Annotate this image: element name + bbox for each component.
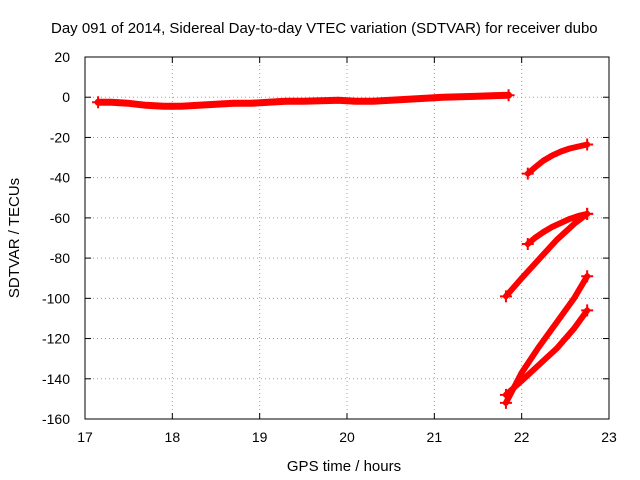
series-1-point <box>92 96 105 109</box>
series-4-point <box>499 290 512 303</box>
y-tick-label: -120 <box>42 331 70 347</box>
y-axis-label: SDTVAR / TECUs <box>6 178 23 298</box>
x-axis-tick-labels: 17 18 19 20 21 22 23 <box>77 429 617 445</box>
chart-title: Day 091 of 2014, Sidereal Day-to-day VTE… <box>51 20 598 37</box>
x-tick-label: 18 <box>165 429 181 445</box>
x-tick-label: 19 <box>252 429 268 445</box>
y-tick-label: -80 <box>50 250 70 266</box>
series-2-point <box>581 138 594 151</box>
y-axis-tick-labels: -160 -140 -120 -100 -80 -60 -40 -20 0 20 <box>42 49 70 427</box>
y-tick-label: 20 <box>54 49 70 65</box>
x-tick-label: 21 <box>427 429 443 445</box>
series-4-line <box>502 210 591 300</box>
series-1-line <box>94 91 513 110</box>
y-tick-label: -20 <box>50 129 70 145</box>
series-3-point <box>521 238 534 251</box>
y-tick-label: -40 <box>50 170 70 186</box>
x-axis-label: GPS time / hours <box>287 458 401 475</box>
x-tick-label: 22 <box>514 429 530 445</box>
data-series <box>92 89 594 409</box>
series-4-point <box>581 207 594 220</box>
series-3-line <box>524 210 591 247</box>
series-2-line <box>524 141 591 177</box>
x-tick-label: 20 <box>339 429 355 445</box>
y-tick-label: -60 <box>50 210 70 226</box>
y-tick-label: -100 <box>42 290 70 306</box>
y-tick-label: -160 <box>42 411 70 427</box>
y-tick-label: -140 <box>42 371 70 387</box>
x-tick-label: 17 <box>77 429 93 445</box>
axis-ticks <box>84 56 610 420</box>
series-1-point <box>502 89 515 102</box>
x-tick-label: 23 <box>601 429 617 445</box>
series-6-line <box>502 273 591 406</box>
series-6-point <box>499 396 512 409</box>
series-5-point <box>581 304 594 317</box>
y-tick-label: 0 <box>62 89 70 105</box>
series-2-point <box>521 167 534 180</box>
grid-lines <box>85 57 609 419</box>
series-6-point <box>581 270 594 283</box>
